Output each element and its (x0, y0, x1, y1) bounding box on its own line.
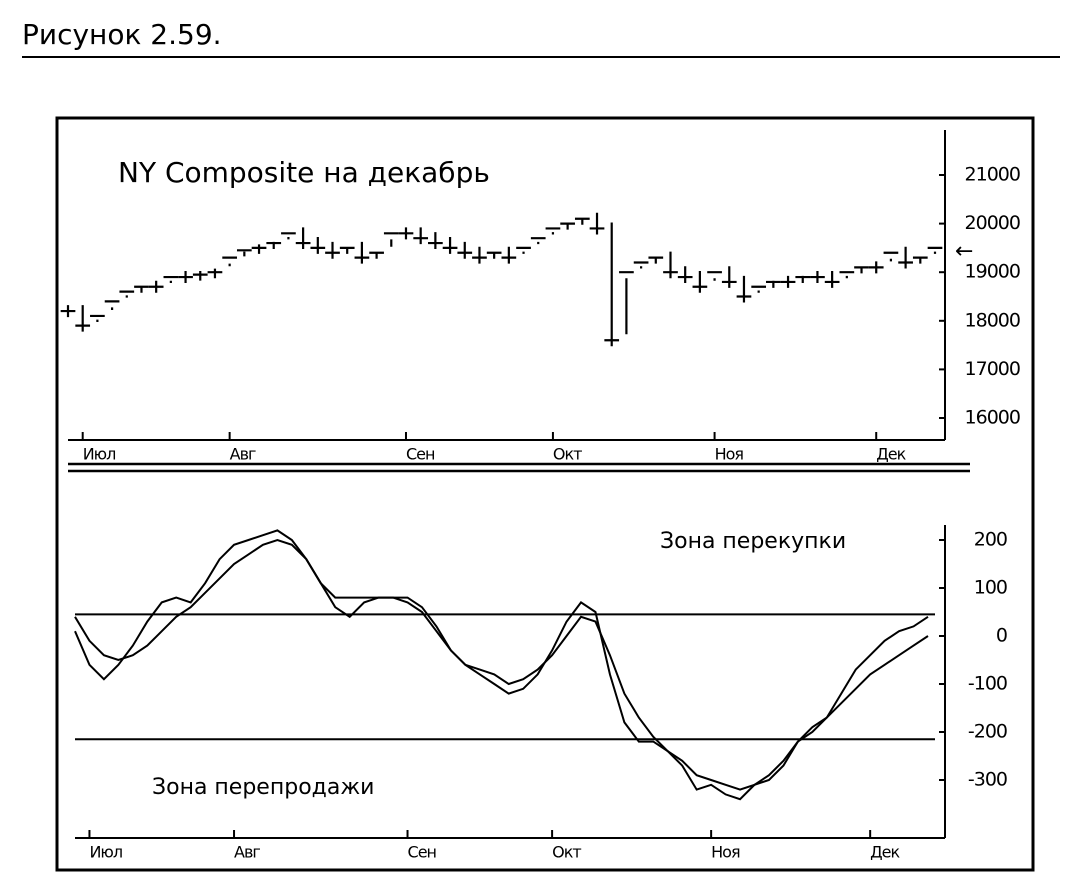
price-bar (178, 271, 193, 284)
x-tick-label: Дек (876, 445, 906, 464)
x-tick-label: Июл (89, 843, 122, 862)
price-bar (574, 217, 590, 225)
price-bar (354, 241, 370, 264)
price-bar (90, 314, 105, 322)
price-bar (281, 232, 296, 240)
price-bar (75, 305, 91, 332)
price-bar (251, 244, 267, 254)
price-bar (310, 237, 326, 254)
price-bar (692, 271, 708, 293)
x-tick-label: Сен (406, 445, 435, 464)
price-bar (530, 237, 546, 245)
y-tick-label: -100 (968, 673, 1007, 695)
price-bar (192, 271, 208, 281)
price-bar (163, 275, 179, 284)
frame (55, 116, 1035, 872)
price-bar (721, 266, 737, 288)
price-bar (810, 271, 825, 284)
price-bar (824, 271, 840, 288)
y-tick-label: 0 (996, 625, 1007, 647)
oscillator-line (74, 529, 929, 801)
price-bar (104, 300, 120, 310)
x-tick-label: Авг (230, 445, 256, 464)
x-tick-label: Авг (234, 843, 260, 862)
price-bar (325, 241, 340, 259)
x-tick-label: Ноя (715, 445, 744, 464)
price-bar (633, 261, 649, 269)
price-bar (501, 246, 517, 264)
y-tick-label: 19000 (965, 261, 1020, 283)
y-tick-label: -300 (968, 769, 1007, 791)
price-bar (413, 227, 429, 245)
x-tick-label: Окт (552, 843, 581, 862)
price-bar (383, 232, 399, 247)
price-bar (148, 280, 164, 293)
price-bar (898, 246, 913, 269)
last-price-arrow: ← (955, 239, 973, 264)
price-bar (222, 256, 237, 267)
price-bar (619, 271, 634, 335)
price-bar (516, 246, 531, 254)
y-tick-label: 16000 (965, 407, 1020, 429)
price-bar (663, 251, 678, 279)
y-tick-label: 17000 (965, 358, 1020, 380)
price-bar (119, 290, 135, 298)
price-bar (868, 261, 884, 274)
figure-caption: Рисунок 2.59. (22, 18, 222, 51)
x-tick-label: Ноя (711, 843, 740, 862)
price-bar (839, 271, 855, 279)
price-bar (60, 305, 76, 318)
oscillator-line (74, 538, 929, 791)
price-bar (560, 222, 575, 230)
price-bar (883, 251, 899, 262)
price-bar (545, 227, 561, 235)
price-bar (398, 227, 414, 240)
price-bar (604, 222, 620, 347)
price-bar (472, 246, 487, 264)
annotation: Зона перекупки (660, 529, 846, 554)
price-bar (707, 271, 722, 281)
price-bar (736, 275, 752, 303)
price-bar (927, 246, 943, 254)
price-bar (766, 280, 781, 288)
price-bar (854, 266, 869, 274)
y-tick-label: 100 (974, 577, 1007, 599)
price-bar (457, 241, 473, 259)
y-tick-label: 18000 (965, 309, 1020, 331)
x-tick-label: Июл (83, 445, 116, 464)
price-bar (795, 275, 811, 284)
price-bar (207, 268, 223, 279)
price-bar (428, 232, 443, 250)
x-tick-label: Окт (553, 445, 582, 464)
price-bar (780, 275, 796, 288)
price-bar (236, 249, 252, 257)
price-bar (589, 212, 605, 235)
y-tick-label: 21000 (965, 164, 1020, 186)
price-bar (648, 256, 664, 264)
price-bar (134, 285, 149, 293)
price-bar (677, 266, 693, 284)
price-bar (442, 237, 458, 254)
price-bar (295, 227, 311, 250)
annotation: Зона перепродажи (152, 775, 374, 800)
price-bar (266, 241, 282, 250)
y-tick-label: -200 (968, 721, 1007, 743)
price-bar (486, 251, 502, 259)
y-tick-label: 200 (974, 529, 1007, 551)
x-tick-label: Сен (408, 843, 437, 862)
y-tick-label: 20000 (965, 212, 1020, 234)
price-bar (339, 246, 355, 254)
price-bar (369, 251, 384, 259)
price-bar (912, 256, 928, 264)
price-bar (751, 285, 767, 293)
x-tick-label: Дек (870, 843, 900, 862)
chart-title: NY Composite на декабрь (118, 156, 490, 189)
